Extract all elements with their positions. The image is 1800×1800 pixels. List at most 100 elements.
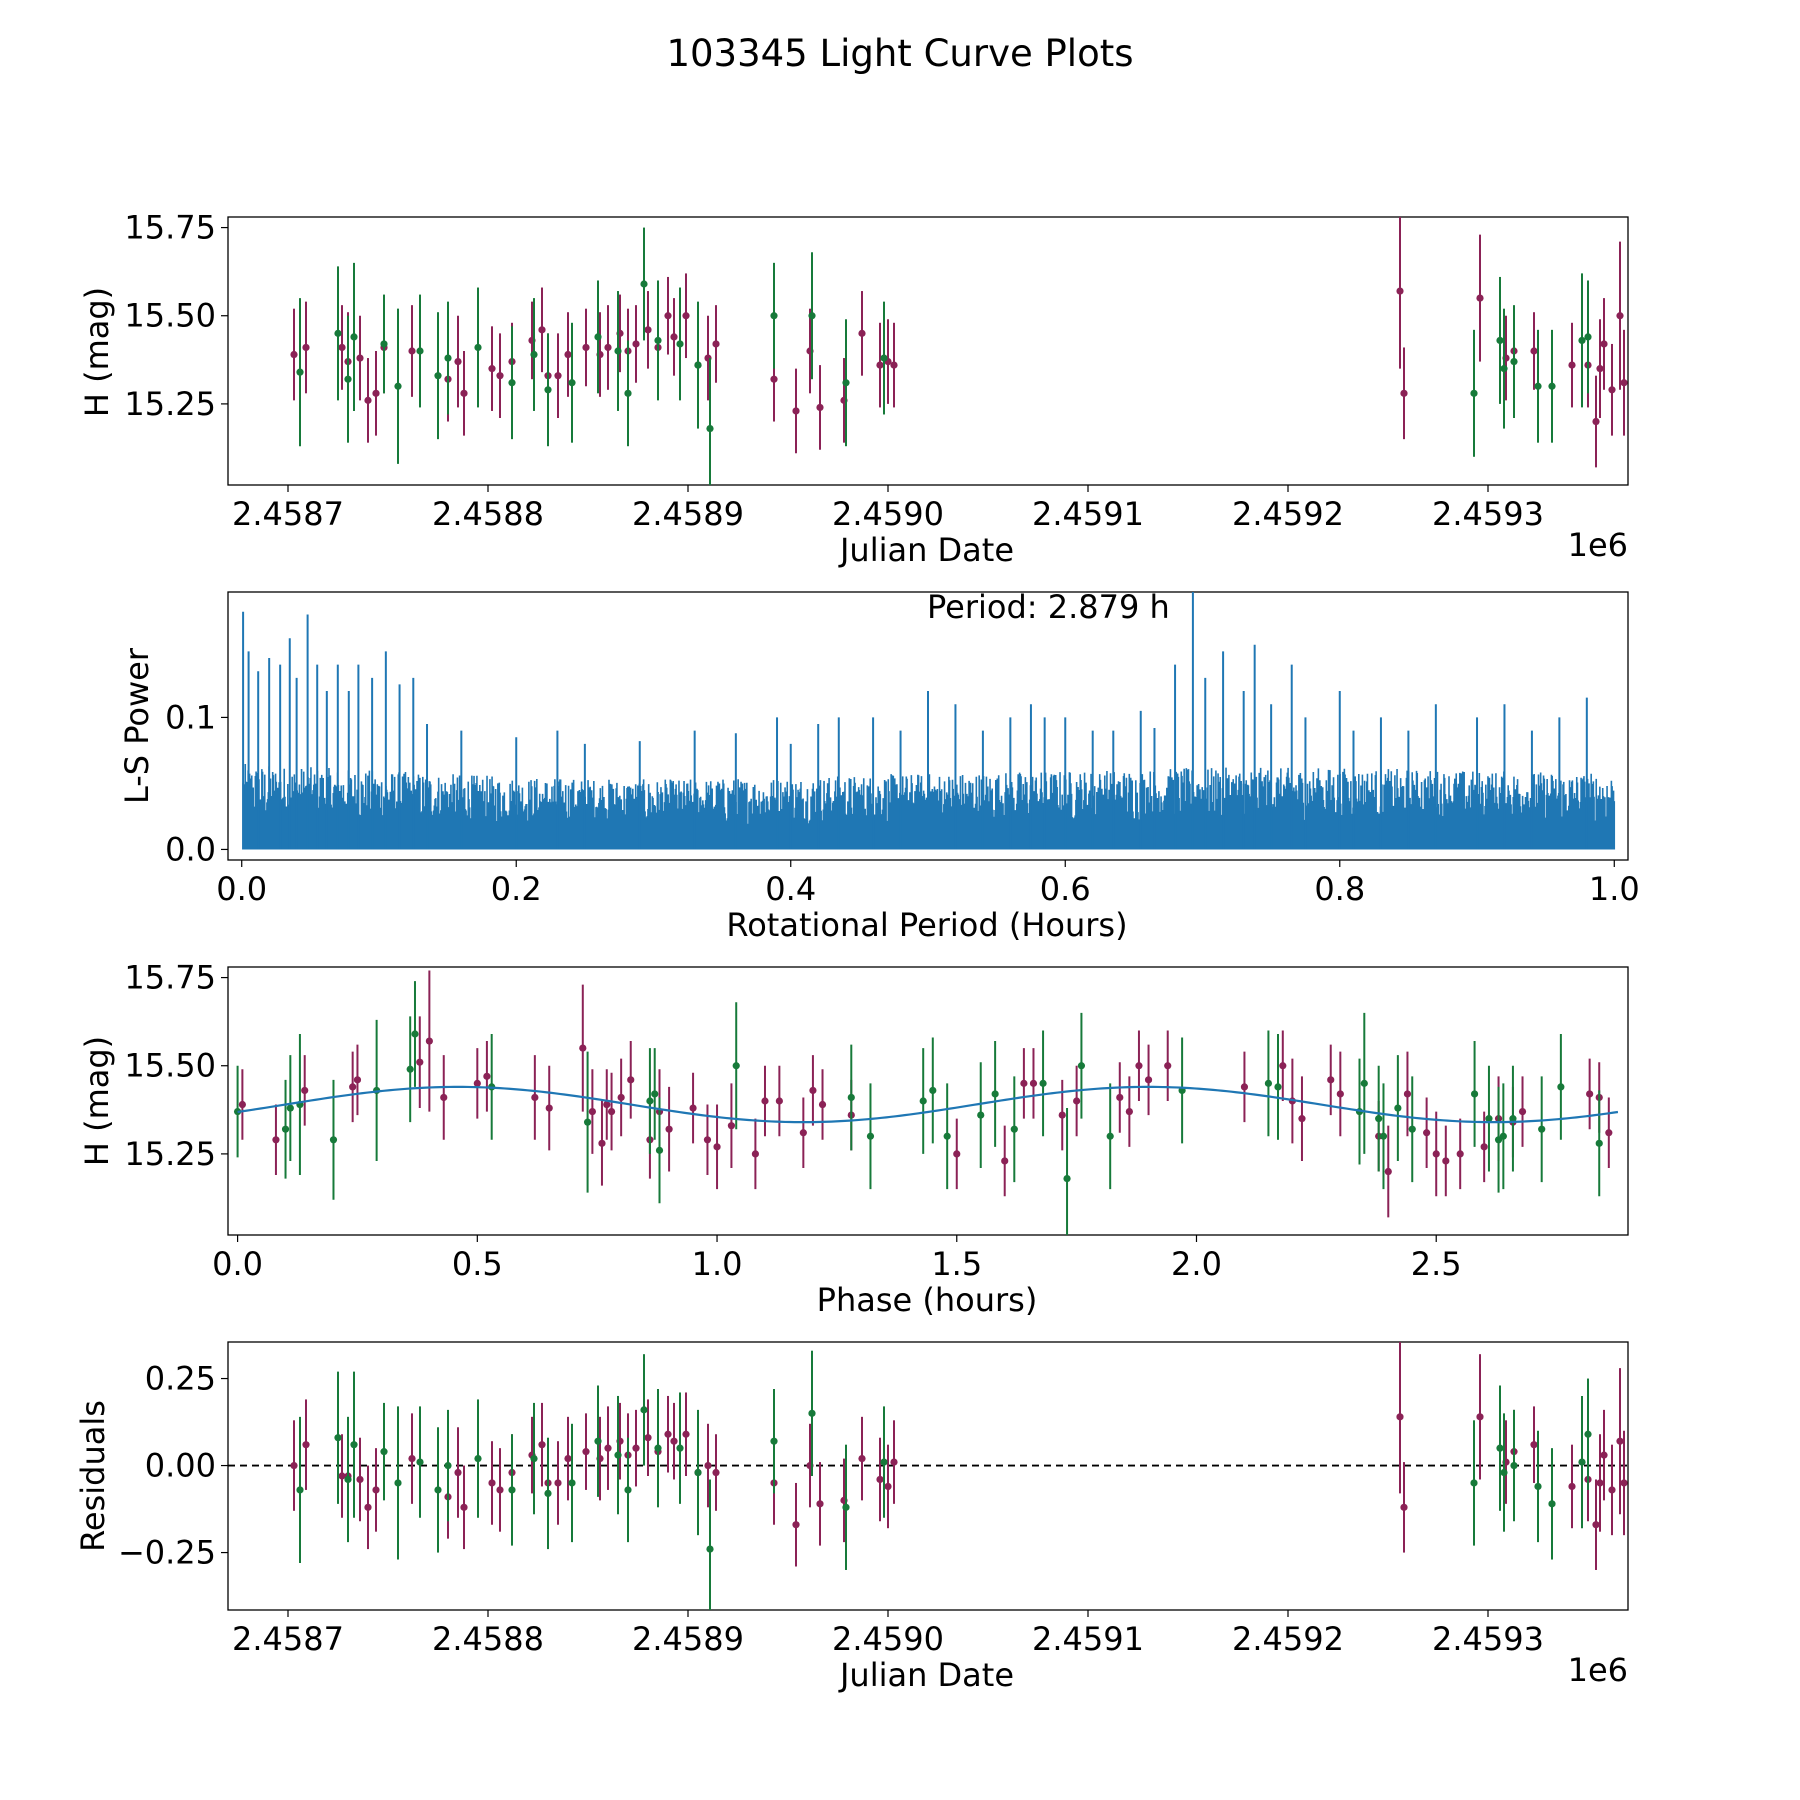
- phased-point: [603, 1100, 611, 1109]
- residuals-point: [816, 1500, 824, 1508]
- lightcurve-point: [1596, 365, 1604, 373]
- lightcurve-point: [530, 350, 538, 359]
- lightcurve-point: [712, 340, 720, 348]
- residuals-point: [1620, 1479, 1628, 1487]
- phased-point: [847, 1093, 855, 1102]
- phased-point: [1456, 1150, 1464, 1158]
- residuals-point: [496, 1486, 504, 1494]
- residuals-point: [632, 1444, 640, 1452]
- residuals-point: [1608, 1486, 1616, 1494]
- lightcurve-xtick-label: 2.4589: [632, 495, 744, 533]
- phased-point: [929, 1086, 937, 1095]
- lightcurve-point: [594, 333, 602, 341]
- lightcurve-point: [706, 424, 714, 433]
- periodogram-panel: Rotational Period (Hours) L-S Power Peri…: [118, 588, 1640, 944]
- lightcurve-point: [380, 340, 388, 348]
- phased-point: [1423, 1129, 1431, 1137]
- phased-point: [238, 1100, 246, 1109]
- phased-point: [1001, 1157, 1009, 1165]
- phased-point: [727, 1122, 736, 1130]
- phased-point: [1029, 1079, 1038, 1087]
- residuals-point: [356, 1475, 364, 1484]
- lightcurve-point: [334, 329, 342, 337]
- lightcurve-xtick-label: 2.4592: [1232, 495, 1344, 533]
- residuals-point: [884, 1482, 892, 1491]
- lightcurve-point: [1568, 361, 1576, 369]
- phased-point: [1408, 1125, 1416, 1133]
- residuals-frame: [227, 1341, 1629, 1611]
- residuals-xtick-label: 2.4588: [432, 1620, 544, 1658]
- residuals-point: [842, 1503, 850, 1511]
- phased-point: [655, 1146, 664, 1154]
- lightcurve-ytick-label: 15.75: [124, 209, 216, 247]
- residuals-point: [380, 1448, 388, 1456]
- phased-point: [1375, 1115, 1383, 1123]
- fit-curve: [237, 1085, 1619, 1124]
- residuals-point: [1470, 1479, 1478, 1487]
- phased-xtick-label: 2.5: [1411, 1245, 1462, 1283]
- phased-point: [1470, 1090, 1479, 1098]
- residuals-xtick-label: 2.4587: [232, 1620, 344, 1658]
- residuals-point: [454, 1468, 462, 1477]
- residuals-point: [372, 1486, 380, 1494]
- residuals-point: [792, 1521, 800, 1529]
- phased-point: [353, 1076, 362, 1084]
- phased-point: [713, 1143, 721, 1151]
- phased-point: [775, 1097, 783, 1105]
- phased-point: [1394, 1104, 1402, 1112]
- phased-point: [1010, 1125, 1018, 1133]
- phased-point: [991, 1090, 999, 1098]
- phased-marks: [233, 970, 1619, 1235]
- residuals-point: [1578, 1458, 1586, 1466]
- phased-xtick-label: 0.0: [212, 1245, 263, 1283]
- phased-point: [1509, 1115, 1517, 1123]
- lightcurve-point: [676, 340, 684, 348]
- residuals-xlabel: Julian Date: [838, 1656, 1014, 1694]
- lightcurve-point: [1584, 333, 1592, 341]
- phased-point: [1336, 1090, 1344, 1098]
- lightcurve-point: [1616, 312, 1624, 320]
- periodogram-ytick-label: 0.0: [165, 830, 216, 868]
- lightcurve-point: [488, 365, 496, 373]
- lightcurve-point: [1396, 287, 1404, 295]
- residuals-point: [1568, 1482, 1576, 1491]
- periodogram-xlabel: Rotational Period (Hours): [726, 906, 1127, 944]
- phased-point: [286, 1104, 294, 1112]
- periodogram-xtick-label: 0.8: [1314, 870, 1365, 908]
- residuals-xtick-label: 2.4592: [1232, 1620, 1344, 1658]
- phased-point: [411, 1030, 419, 1038]
- phased-point: [1360, 1079, 1368, 1087]
- phased-point: [799, 1129, 807, 1137]
- residuals-point: [1400, 1503, 1408, 1511]
- lightcurve-panel: Julian Date H (mag) 1e6 2.4587 2.4588 2.45…: [78, 209, 1629, 569]
- lightcurve-point: [1510, 357, 1518, 366]
- phased-point: [1485, 1115, 1493, 1123]
- lightcurve-point: [568, 379, 576, 387]
- lightcurve-xtick-label: 2.4587: [232, 495, 344, 533]
- residuals-offset-label: 1e6: [1568, 1651, 1628, 1689]
- phased-point: [1274, 1083, 1282, 1091]
- residuals-point: [290, 1461, 298, 1470]
- residuals-point: [508, 1486, 516, 1494]
- lightcurve-point: [1600, 340, 1608, 348]
- residuals-point: [1534, 1482, 1542, 1491]
- lightcurve-point: [604, 343, 612, 352]
- residuals-ytick-label: 0.00: [145, 1447, 216, 1485]
- phased-point: [627, 1076, 635, 1084]
- phased-point: [545, 1104, 553, 1112]
- lightcurve-xtick-label: 2.4588: [432, 495, 544, 533]
- lightcurve-xtick-label: 2.4591: [1032, 495, 1144, 533]
- lightcurve-point: [890, 361, 898, 369]
- periodogram-xtick-label: 0.6: [1040, 870, 1091, 908]
- residuals-point: [770, 1437, 778, 1445]
- phased-point: [483, 1072, 491, 1080]
- lightcurve-point: [1400, 389, 1408, 397]
- phased-point: [1586, 1090, 1594, 1098]
- residuals-point: [1584, 1430, 1592, 1438]
- residuals-point: [1616, 1437, 1624, 1445]
- periodogram-ylabel: L-S Power: [118, 647, 156, 804]
- residuals-panel: Julian Date Residuals 1e6 2.4587 2.4588 2.…: [74, 1341, 1629, 1694]
- phased-point: [1327, 1076, 1335, 1084]
- phased-point: [1518, 1107, 1527, 1116]
- lightcurve-point: [1530, 347, 1538, 355]
